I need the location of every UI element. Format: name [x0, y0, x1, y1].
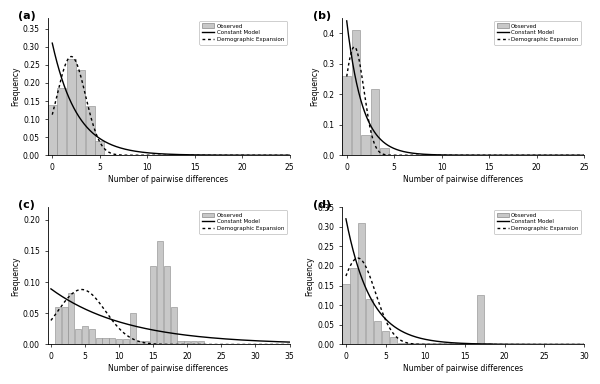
Bar — [109, 338, 115, 344]
Bar — [485, 343, 493, 344]
Bar — [469, 343, 476, 344]
Bar — [48, 104, 56, 155]
Bar — [198, 341, 204, 344]
Bar — [343, 284, 350, 344]
Bar — [350, 268, 358, 344]
Bar — [76, 70, 85, 155]
Bar — [123, 339, 129, 344]
Bar — [62, 307, 68, 344]
Text: (c): (c) — [19, 200, 35, 210]
Text: (a): (a) — [19, 11, 36, 21]
Bar — [422, 343, 429, 344]
Bar — [406, 343, 413, 344]
Bar — [398, 343, 405, 344]
Bar — [137, 341, 143, 344]
Bar — [89, 329, 95, 344]
Bar — [150, 266, 156, 344]
Bar — [437, 343, 445, 344]
Bar — [130, 313, 136, 344]
Bar — [343, 76, 351, 155]
Bar — [454, 343, 461, 344]
Bar — [75, 329, 81, 344]
Bar — [361, 136, 370, 155]
Bar — [170, 307, 177, 344]
Bar — [382, 331, 389, 344]
Bar — [116, 339, 122, 344]
Bar — [414, 343, 421, 344]
Y-axis label: Frequency: Frequency — [305, 256, 314, 296]
Bar — [157, 242, 163, 344]
Bar — [103, 338, 109, 344]
Bar — [95, 338, 102, 344]
Bar — [184, 341, 190, 344]
Bar — [461, 343, 469, 344]
Legend: Observed, Constant Model, Demographic Expansion: Observed, Constant Model, Demographic Ex… — [494, 21, 581, 45]
Bar — [95, 141, 104, 155]
Bar — [68, 293, 74, 344]
Bar — [55, 307, 61, 344]
Y-axis label: Frequency: Frequency — [310, 67, 319, 106]
X-axis label: Number of pairwise differences: Number of pairwise differences — [109, 364, 229, 373]
Legend: Observed, Constant Model, Demographic Expansion: Observed, Constant Model, Demographic Ex… — [199, 210, 287, 234]
X-axis label: Number of pairwise differences: Number of pairwise differences — [109, 175, 229, 184]
X-axis label: Number of pairwise differences: Number of pairwise differences — [403, 364, 523, 373]
X-axis label: Number of pairwise differences: Number of pairwise differences — [403, 175, 523, 184]
Bar — [164, 266, 170, 344]
Bar — [67, 60, 76, 155]
Bar — [86, 106, 95, 155]
Y-axis label: Frequency: Frequency — [11, 256, 20, 296]
Bar — [352, 30, 361, 155]
Bar — [143, 341, 149, 344]
Bar — [477, 295, 484, 344]
Y-axis label: Frequency: Frequency — [11, 67, 20, 106]
Bar — [374, 321, 381, 344]
Bar — [390, 337, 397, 344]
Text: (b): (b) — [313, 11, 331, 21]
Bar — [366, 299, 373, 344]
Bar — [380, 147, 389, 155]
Bar — [58, 88, 66, 155]
Bar — [430, 343, 437, 344]
Legend: Observed, Constant Model, Demographic Expansion: Observed, Constant Model, Demographic Ex… — [494, 210, 581, 234]
Bar — [446, 343, 452, 344]
Bar — [178, 341, 184, 344]
Bar — [191, 341, 197, 344]
Bar — [82, 326, 88, 344]
Text: (d): (d) — [313, 200, 331, 210]
Bar — [371, 89, 379, 155]
Legend: Observed, Constant Model, Demographic Expansion: Observed, Constant Model, Demographic Ex… — [199, 21, 287, 45]
Bar — [358, 223, 365, 344]
